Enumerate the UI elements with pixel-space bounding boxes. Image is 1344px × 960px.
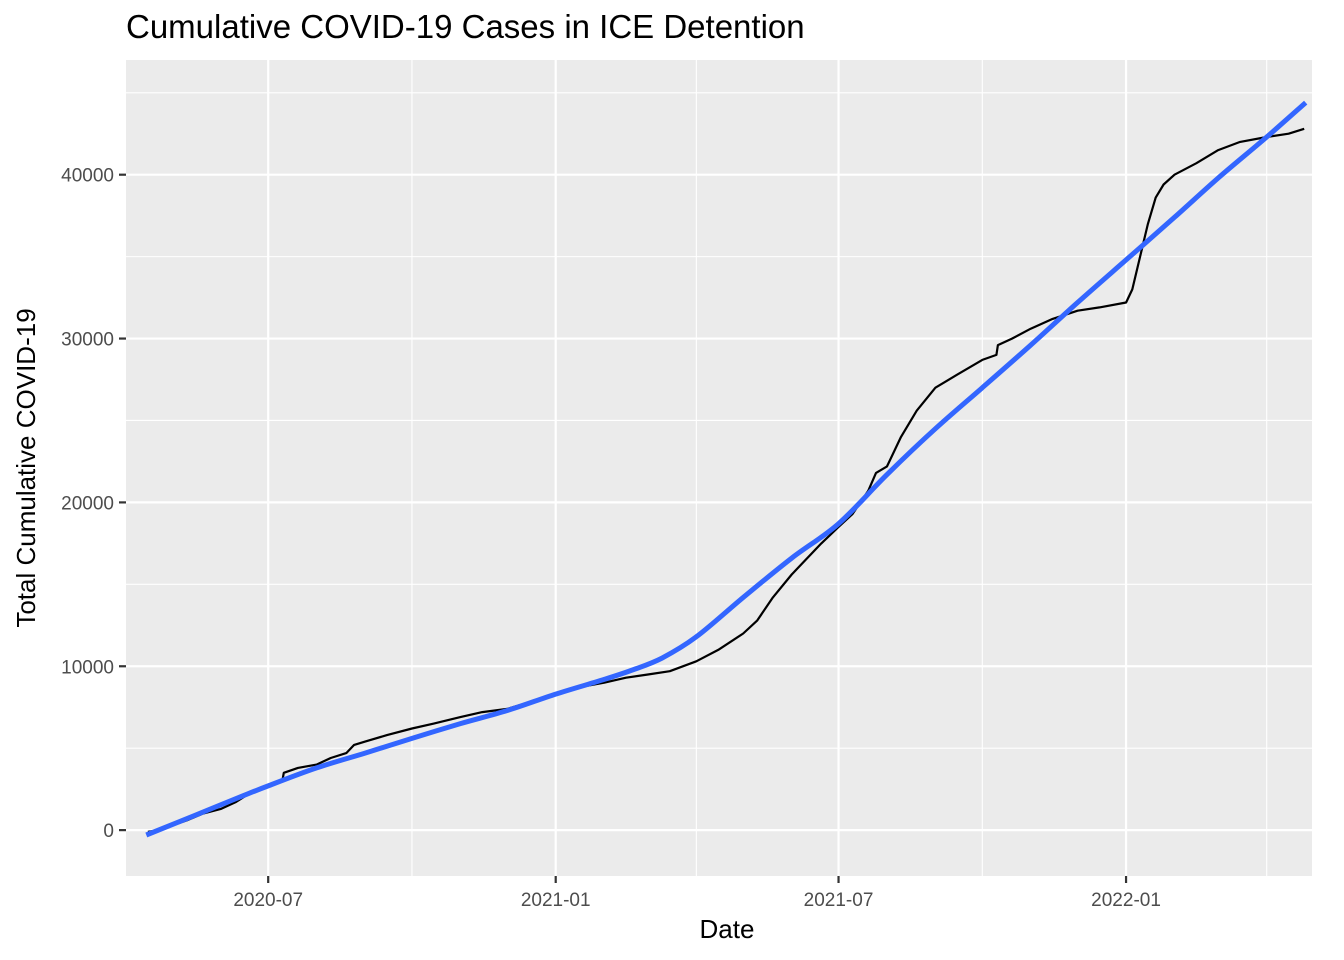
chart-title: Cumulative COVID-19 Cases in ICE Detenti… <box>126 8 805 45</box>
x-tick-label: 2022-01 <box>1091 890 1161 911</box>
y-tick-label: 0 <box>103 821 114 842</box>
x-tick-label: 2021-01 <box>521 890 591 911</box>
y-tick-label: 10000 <box>61 657 114 678</box>
x-tick-label: 2021-07 <box>804 890 874 911</box>
minor-gridlines <box>126 60 1312 876</box>
plot-panel <box>126 60 1312 876</box>
y-axis: 0 10000 20000 30000 40000 <box>61 166 126 842</box>
series-layer <box>145 100 1308 838</box>
x-axis: 2020-07 2021-01 2021-07 2022-01 <box>233 876 1161 911</box>
x-axis-title: Date <box>700 914 755 944</box>
y-axis-title: Total Cumulative COVID-19 <box>11 308 41 627</box>
y-tick-label: 20000 <box>61 493 114 514</box>
y-tick-label: 40000 <box>61 166 114 187</box>
major-gridlines <box>126 60 1312 876</box>
cumulative-cases-line <box>147 127 1305 833</box>
y-tick-label: 30000 <box>61 330 114 351</box>
smooth-trend-line <box>145 100 1308 838</box>
x-tick-label: 2020-07 <box>233 890 303 911</box>
